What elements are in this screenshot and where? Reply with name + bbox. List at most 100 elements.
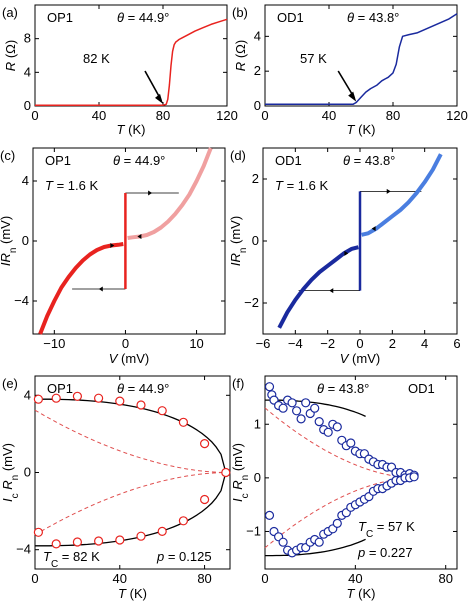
fit-curve-lower <box>35 472 227 547</box>
sample-label: OP1 <box>47 381 73 396</box>
x-tick-label: 40 <box>348 571 362 586</box>
arrow-head <box>98 286 103 292</box>
data-point <box>136 531 146 541</box>
data-point <box>310 403 320 413</box>
data-point <box>314 537 324 547</box>
dashed-curve-upper <box>264 407 415 479</box>
panel-letter: (f) <box>232 376 244 391</box>
y-tick-label: −2 <box>244 295 259 310</box>
data-point <box>93 393 104 403</box>
x-tick-label: 10 <box>189 336 203 351</box>
x-tick-label: 80 <box>156 108 170 123</box>
tc-annotation: 57 K <box>300 51 327 66</box>
x-tick-label: 80 <box>197 571 211 586</box>
x-tick-label: 40 <box>92 108 106 123</box>
theta-label: θ = 43.8° <box>343 153 395 168</box>
y-tick-label: 0 <box>24 98 31 113</box>
data-point <box>292 406 302 416</box>
temperature-label: T = 1.6 K <box>275 178 328 193</box>
x-axis-label: T (K) <box>347 122 376 137</box>
theta-label: θ = 44.9° <box>117 381 169 396</box>
tc-label: TC = 57 K <box>358 519 415 540</box>
data-point <box>323 427 333 437</box>
data-point <box>51 393 61 403</box>
y-tick-label: −4 <box>16 542 31 557</box>
x-tick-label: 0 <box>261 571 268 586</box>
data-point <box>332 518 342 529</box>
fit-curve-upper <box>35 398 227 473</box>
plot-frame <box>32 147 226 335</box>
y-axis-label: IRn (mV) <box>228 216 249 266</box>
theta-label: θ = 43.8° <box>317 381 369 396</box>
arrow-head <box>386 188 391 194</box>
x-tick-label: 80 <box>386 108 400 123</box>
panel-a: (a) 0 40 80 120 0 4 8 T (K) R (Ω) OP1 θ = 44.9° 82 K <box>2 4 238 137</box>
annotation-arrow <box>144 70 162 101</box>
x-tick-label: 0 <box>261 108 268 123</box>
temperature-label: T = 1.6 K <box>45 178 98 193</box>
tc-label: TC = 82 K <box>43 549 100 570</box>
y-tick-label: 0 <box>252 233 259 248</box>
y-tick-label: 0 <box>254 98 261 113</box>
y-tick-label: 0 <box>24 465 31 480</box>
data-point <box>278 537 288 547</box>
arrow-head <box>329 288 334 294</box>
theta-label: θ = 43.8° <box>347 10 399 25</box>
data-point <box>409 472 419 482</box>
data-point <box>178 417 188 427</box>
panel-letter: (c) <box>0 148 15 163</box>
data-point <box>200 439 210 449</box>
y-axis-label: Ic Rn (mV) <box>0 443 21 502</box>
data-point <box>200 494 210 505</box>
x-tick-label: −10 <box>43 336 65 351</box>
y-axis-label: Ic Rn (mV) <box>230 443 251 502</box>
panel-letter: (d) <box>230 148 246 163</box>
y-tick-label: 0 <box>22 233 29 248</box>
y-tick-label: 4 <box>24 64 31 79</box>
dashed-curve-upper <box>34 409 226 473</box>
plot-frame <box>264 375 458 570</box>
x-axis-label: T (K) <box>118 586 147 601</box>
panel-d: (d) −6 −4 −2 0 2 4 6 −2 0 2 V (mV) IRn (mV) OD1 θ = 43… <box>228 147 461 366</box>
theta-label: θ = 44.9° <box>117 10 169 25</box>
y-tick-label: −4 <box>14 293 29 308</box>
x-tick-label: −6 <box>256 336 271 351</box>
arrow-head <box>148 190 153 196</box>
panel-f: (f) 0 40 80 −1 0 1 T (K) Ic Rn (mV) θ = 43.8° OD1 T… <box>230 375 458 601</box>
x-tick-label: 120 <box>446 108 468 123</box>
data-point <box>264 382 275 392</box>
tc-annotation: 82 K <box>83 51 110 66</box>
y-tick-label: 1 <box>254 416 261 431</box>
fit-curve-lower <box>265 538 366 557</box>
x-tick-label: 0 <box>122 336 129 351</box>
data-point <box>136 400 146 410</box>
arrow-head <box>155 93 163 104</box>
y-tick-label: 2 <box>252 171 259 186</box>
x-tick-label: −2 <box>320 336 335 351</box>
data-point <box>178 516 188 526</box>
x-tick-label: −4 <box>288 336 303 351</box>
data-point <box>221 467 231 478</box>
data-point <box>157 526 167 537</box>
plot-frame <box>264 4 458 107</box>
data-point <box>278 403 288 413</box>
fit-curve-upper <box>265 399 366 417</box>
x-tick-label: 40 <box>322 108 336 123</box>
arrow-head <box>344 250 349 256</box>
x-tick-label: 120 <box>216 108 238 123</box>
x-tick-label: 0 <box>31 571 38 586</box>
data-point <box>115 396 125 406</box>
data-point <box>33 394 44 404</box>
data-point <box>72 537 83 547</box>
y-axis-label: R (Ω) <box>233 40 248 71</box>
resistance-curve <box>265 13 458 106</box>
theta-label: θ = 44.9° <box>113 153 165 168</box>
dashed-curve-lower <box>34 472 226 536</box>
x-axis-label: T (K) <box>117 122 146 137</box>
data-point <box>33 527 44 537</box>
iv-branch <box>361 153 443 237</box>
y-tick-label: 2 <box>254 63 261 78</box>
data-point <box>314 417 324 427</box>
data-point <box>72 391 83 401</box>
